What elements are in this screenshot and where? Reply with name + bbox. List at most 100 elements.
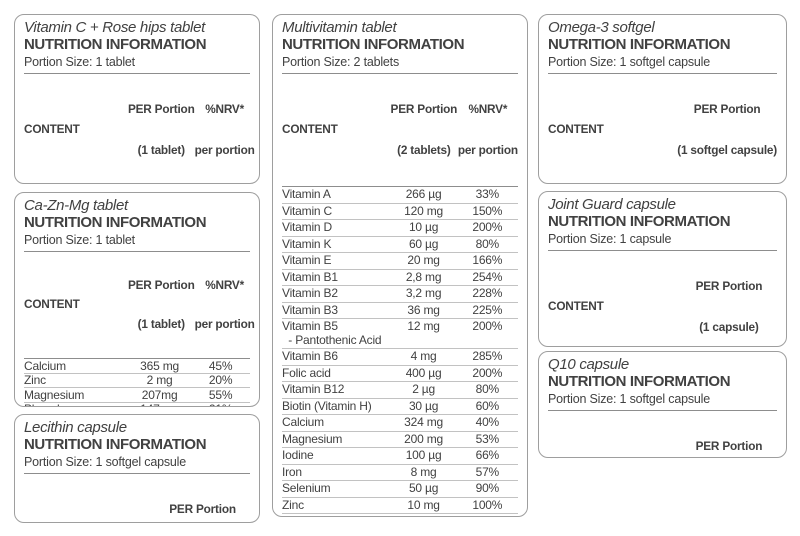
- column-per-portion: PER Portion (1 tablet): [128, 254, 195, 356]
- table-row: Magnesium 200 mg 53%: [282, 430, 518, 448]
- nutrient-name-line: Vitamin A: [282, 187, 331, 201]
- portion-size: Portion Size: 1 softgel capsule: [24, 455, 186, 469]
- nutrient-name-line: Vitamin B3: [282, 302, 338, 317]
- header-line: PER Portion: [695, 279, 763, 293]
- nrv-percent: 285%: [472, 349, 503, 363]
- header-line: %NRV*: [205, 102, 244, 116]
- nrv-percent: 53%: [475, 431, 500, 446]
- amount-per-portion: 10 µg: [408, 220, 439, 234]
- panel-heading: NUTRITION INFORMATION: [548, 213, 731, 230]
- portion-size: Portion Size: 1 tablet: [24, 55, 135, 69]
- amount-per-portion: 266 µg: [405, 187, 442, 201]
- table-row: Vitamin C 120 mg 150%: [282, 202, 518, 220]
- nrv-percent: 200%: [472, 365, 503, 380]
- amount-per-portion: 30 µg: [408, 398, 439, 413]
- header-line: (1 softgel capsule): [677, 142, 777, 157]
- header-line: PER Portion: [693, 102, 761, 116]
- nutrient-name-line: Magnesium: [282, 431, 343, 446]
- nutrient-name-line: Vitamin E: [282, 253, 332, 267]
- column-content: CONTENT: [24, 122, 80, 137]
- table-row: Vitamin B5 - Pantothenic Acid 12 mg 200%: [282, 318, 518, 348]
- nutrient-name: Biotin (Vitamin H): [282, 398, 391, 414]
- amount-per-portion: 8 mg: [410, 464, 437, 479]
- nrv-percent: 100%: [472, 497, 503, 512]
- header-line: (1 tablet): [137, 316, 185, 331]
- amount-per-portion: 200 mg: [404, 431, 443, 446]
- amount-per-portion: 20 mg: [407, 253, 440, 267]
- table-row: Biotin (Vitamin H) 30 µg 60%: [282, 397, 518, 415]
- table-row: Calcium 324 mg 40%: [282, 414, 518, 431]
- product-name: Joint Guard capsule: [548, 196, 676, 213]
- amount-per-portion: 50 µg: [408, 481, 439, 495]
- table-row: Folic acid 400 µg 200%: [282, 364, 518, 382]
- nutrient-name: Magnesium: [24, 388, 128, 402]
- amount-per-portion: 147 mg: [128, 403, 191, 406]
- header-line: PER Portion: [390, 102, 458, 116]
- nrv-percent: 33%: [475, 187, 500, 201]
- amount-per-portion: 4 mg: [410, 349, 437, 363]
- portion-size: Portion Size: 1 capsule: [548, 232, 672, 246]
- table-row: Vitamin K 60 µg 80%: [282, 235, 518, 253]
- table-row: Vitamin A 266 µg 33%: [282, 187, 518, 203]
- portion-size: Portion Size: 1 softgel capsule: [548, 55, 710, 69]
- nutrient-name: Vitamin E: [282, 253, 391, 268]
- nutrient-name-line: Iodine: [282, 448, 314, 462]
- amount-per-portion: 2 µg: [412, 382, 435, 396]
- table-row: Iodine 100 µg 66%: [282, 447, 518, 464]
- nutrient-name-line: Calcium: [24, 358, 66, 373]
- table-row: Vitamin B3 36 mg 225%: [282, 301, 518, 319]
- nrv-percent: 100%: [457, 514, 518, 516]
- column-per-portion: PER Portion (1 capsule): [155, 476, 250, 522]
- nutrient-name: Calcium: [282, 415, 391, 430]
- column-per-portion: PER Portion (1 tablet): [128, 76, 195, 183]
- nutrient-name: Vitamin A: [282, 187, 391, 202]
- nutrient-name-line: Biotin (Vitamin H): [282, 398, 372, 413]
- panel-heading: NUTRITION INFORMATION: [282, 36, 465, 53]
- nutrient-name-line: Folic acid: [282, 365, 331, 380]
- header-line: PER Portion: [127, 278, 195, 292]
- nutrient-name: Vitamin B12: [282, 382, 391, 397]
- table-row: Vitamin B12 2 µg 80%: [282, 381, 518, 398]
- column-content: CONTENT: [548, 299, 604, 314]
- table-header: CONTENT PER Portion (1 capsule): [24, 473, 250, 522]
- nutrition-panel-lecithin: Lecithin capsule NUTRITION INFORMATION P…: [14, 414, 260, 523]
- header-line: (1 tablet): [137, 142, 185, 157]
- amount-per-portion: 365 mg: [140, 358, 179, 373]
- header-line: (2 tablets): [397, 142, 451, 157]
- nutrient-name: Magnesium: [282, 431, 391, 447]
- nrv-percent: 80%: [475, 236, 500, 251]
- column-nrv: %NRV* per portion: [457, 76, 518, 184]
- nutrient-name: Vitamin C: [282, 204, 391, 219]
- nutrient-name-line: Phosphorus: [24, 403, 128, 406]
- nutrient-name: Folic acid: [282, 365, 391, 381]
- column-per-portion: PER Portion (2 tablets): [391, 76, 458, 184]
- table-row: Zinc 10 mg 100%: [282, 496, 518, 514]
- nutrient-name-line: Vitamin B6: [282, 349, 338, 363]
- table-row: Vitamin B6 4 mg 285%: [282, 348, 518, 365]
- amount-per-portion: 207mg: [141, 387, 178, 402]
- nutrition-panel-joint-guard: Joint Guard capsule NUTRITION INFORMATIO…: [538, 191, 787, 347]
- nrv-percent: 60%: [475, 398, 500, 413]
- table-row: Iron 8 mg 57%: [282, 463, 518, 481]
- table-header: CONTENT PER Portion (1 softgel capsule): [548, 73, 777, 183]
- amount-per-portion: 10 mg: [407, 497, 440, 512]
- table-row: Selenium 50 µg 90%: [282, 480, 518, 497]
- nutrient-name-line: Zinc: [24, 373, 46, 387]
- amount-per-portion: 120 mg: [404, 203, 443, 218]
- nutrient-name: Vitamin B2: [282, 286, 391, 301]
- header-line: PER Portion: [169, 502, 236, 516]
- product-name: Q10 capsule: [548, 356, 629, 373]
- amount-per-portion: 3,2 mg: [405, 286, 442, 300]
- nutrient-name: Vitamin B5 - Pantothenic Acid: [282, 319, 391, 347]
- product-name: Ca-Zn-Mg tablet: [24, 197, 128, 214]
- table-row: Phosphorus147 mg21%: [24, 401, 250, 406]
- nrv-percent: 21%: [191, 403, 250, 406]
- table-header: CONTENT PER Portion (1 capsule): [548, 410, 777, 457]
- column-nrv: %NRV* per portion: [195, 76, 255, 183]
- table-header: CONTENT PER Portion (1 capsule): [548, 250, 777, 346]
- nutrient-name-line: Vitamin B1: [282, 269, 338, 284]
- column-content: CONTENT: [24, 297, 80, 312]
- table-row: Vitamin B2 3,2 mg 228%: [282, 285, 518, 302]
- nutrition-panel-omega-3: Omega-3 softgel NUTRITION INFORMATION Po…: [538, 14, 787, 184]
